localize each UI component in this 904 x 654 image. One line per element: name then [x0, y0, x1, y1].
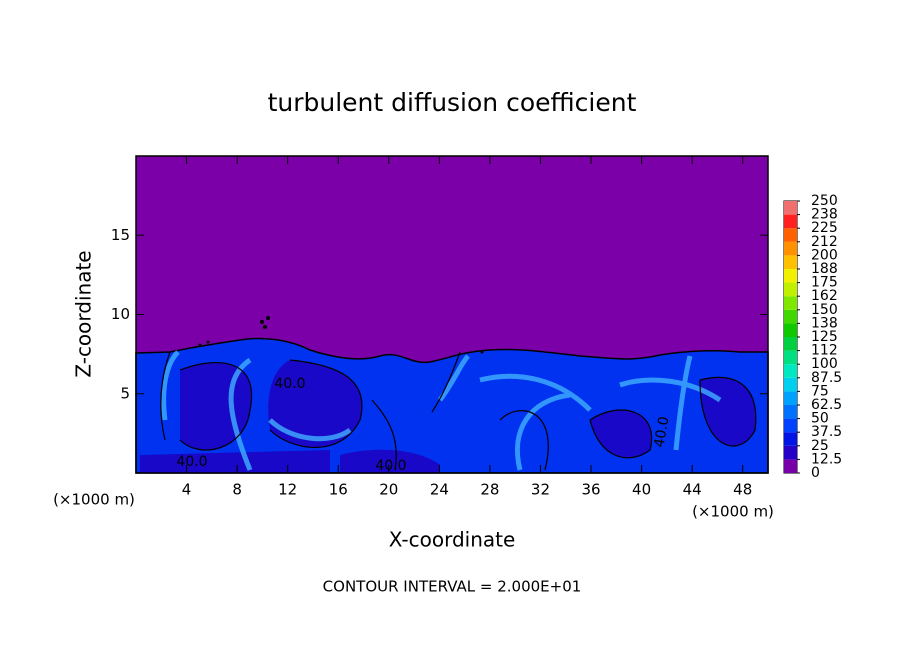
y-tick-label: 15	[111, 226, 130, 244]
colorbar-bin	[784, 269, 797, 283]
x-unit-right: (×1000 m)	[692, 503, 774, 521]
x-unit-left: (×1000 m)	[53, 491, 135, 509]
colorbar-label: 0	[811, 465, 820, 481]
chart-title: turbulent diffusion coefficient	[268, 88, 637, 117]
x-tick-label: 28	[480, 481, 499, 499]
y-tick-label: 10	[111, 305, 130, 323]
x-tick-label: 32	[531, 481, 550, 499]
colorbar-bin	[784, 418, 797, 433]
colorbar-label: 125	[811, 329, 838, 345]
x-axis-label: X-coordinate	[389, 528, 516, 552]
colorbar-bin	[784, 377, 797, 392]
colorbar-bin	[784, 228, 797, 242]
colorbar-bin	[784, 405, 797, 419]
x-tick-label: 20	[379, 481, 398, 499]
x-tick-label: 40	[632, 481, 651, 499]
colorbar-label: 212	[811, 234, 838, 250]
colorbar-label: 62.5	[811, 397, 842, 413]
colorbar-label: 150	[811, 302, 838, 318]
x-tick-label: 4	[182, 481, 192, 499]
contour-interval: CONTOUR INTERVAL = 2.000E+01	[323, 578, 582, 596]
colorbar-bin	[784, 459, 797, 473]
colorbar-label: 188	[811, 261, 838, 277]
colorbar-label: 138	[811, 315, 838, 331]
y-axis-label: Z-coordinate	[72, 250, 96, 377]
colorbar-label: 12.5	[811, 451, 842, 467]
colorbar-label: 250	[811, 193, 838, 209]
colorbar-label: 25	[811, 438, 829, 454]
colorbar-bin	[784, 391, 797, 405]
x-tick-label: 8	[232, 481, 242, 499]
x-tick-label: 12	[278, 481, 297, 499]
colorbar-label: 225	[811, 220, 838, 236]
colorbar-bin	[784, 241, 797, 256]
colorbar-bin	[784, 214, 797, 229]
colorbar-label: 50	[811, 411, 829, 427]
contour-label: 40.0	[274, 376, 305, 392]
colorbar-label: 75	[811, 383, 829, 399]
colorbar-label: 37.5	[811, 424, 842, 440]
contour-lines	[160, 351, 757, 471]
x-tick-label: 24	[430, 481, 449, 499]
colorbar-bin	[784, 445, 797, 460]
contour-label: 40.0	[176, 454, 207, 470]
colorbar-label: 175	[811, 275, 838, 291]
colorbar-bin	[784, 201, 797, 215]
x-tick-label: 16	[329, 481, 348, 499]
colorbar-label: 87.5	[811, 370, 842, 386]
colorbar-bin	[784, 323, 797, 337]
colorbar-label: 238	[811, 207, 838, 223]
colorbar-label: 200	[811, 247, 838, 263]
contour-label: 40.0	[651, 415, 672, 448]
x-tick-label: 48	[733, 481, 752, 499]
colorbar-bin	[784, 309, 797, 324]
x-tick-label: 44	[683, 481, 702, 499]
colorbar-bin	[784, 296, 797, 310]
contour-label: 40.0	[375, 458, 406, 474]
x-tick-label: 36	[581, 481, 600, 499]
colorbar-bin	[784, 255, 797, 269]
colorbar-bin	[784, 350, 797, 365]
high-swirls	[161, 350, 722, 471]
colorbar-label: 162	[811, 288, 838, 304]
small-cells	[198, 316, 484, 354]
colorbar-bin	[784, 432, 797, 446]
colorbar-bin	[784, 364, 797, 378]
y-tick-label: 5	[120, 384, 130, 402]
field	[135, 156, 769, 474]
colorbar-label: 112	[811, 343, 838, 359]
colorbar-bin	[784, 337, 797, 351]
colorbar-label: 100	[811, 356, 838, 372]
colorbar-bin	[784, 282, 797, 297]
